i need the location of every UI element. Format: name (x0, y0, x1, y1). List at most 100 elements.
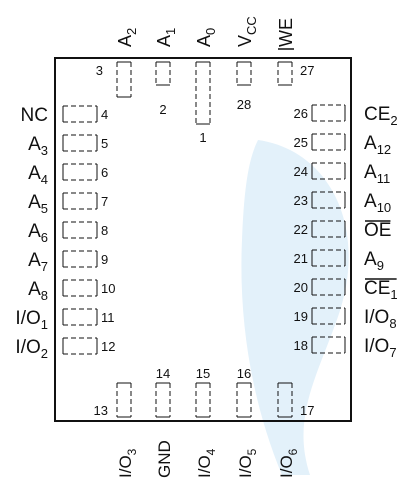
pin-label-base: OE (364, 220, 391, 241)
pin-label-17: I/O6 (277, 448, 300, 478)
pad-pin-19 (311, 307, 346, 325)
pin-label-15: I/O4 (195, 448, 218, 478)
pin-number-10: 10 (101, 281, 115, 296)
pin-label-7: A5 (28, 192, 48, 216)
pad-pin-23 (311, 191, 346, 209)
pad-pin-14 (155, 382, 171, 418)
pad-pin-25 (311, 133, 346, 151)
pin-label-25: A12 (364, 133, 391, 157)
pad-pin-11 (62, 308, 98, 326)
pin-label-18: I/O7 (364, 336, 397, 360)
pin-label-subscript: 6 (286, 448, 300, 455)
pad-pin-2 (155, 61, 171, 86)
pin-label-11: I/O1 (15, 308, 48, 332)
pin-label-subscript: 5 (41, 201, 48, 216)
pin-label-subscript: 7 (41, 259, 48, 274)
pin-label-19: I/O8 (364, 307, 397, 331)
pin-number-5: 5 (101, 136, 108, 151)
pin-label-20: CE1 (364, 278, 398, 302)
pin-label-6: A4 (28, 163, 48, 187)
pin-label-8: A6 (28, 221, 48, 245)
pin-label-26: CE2 (364, 104, 398, 128)
pin-number-14: 14 (156, 366, 170, 381)
pin-label-base: CE (364, 278, 390, 299)
pad-pin-18 (311, 336, 346, 354)
pin-label-base: A (364, 133, 377, 154)
pin-label-subscript: 0 (203, 28, 218, 35)
pin-label-base: NC (21, 105, 48, 126)
pin-label-base: CE (364, 104, 390, 125)
pin-label-base: I/O (15, 337, 40, 358)
pin-label-subscript: 2 (124, 28, 139, 35)
pin-label-1: A0 (194, 28, 218, 47)
pin-label-base: I/O (15, 308, 40, 329)
pin-number-9: 9 (101, 252, 108, 267)
pin-label-9: A7 (28, 250, 48, 274)
pin-label-4: NC (21, 105, 48, 126)
pin-label-subscript: 2 (390, 113, 397, 128)
pin-label-14: GND (155, 440, 174, 478)
pad-pin-7 (62, 192, 98, 210)
pin-label-base: A (364, 162, 377, 183)
pin-label-23: A10 (364, 191, 391, 215)
pad-pin-15 (195, 382, 211, 418)
pin-label-27: WE (276, 18, 296, 47)
pad-pin-5 (62, 134, 98, 152)
pin-label-subscript: 1 (163, 28, 178, 35)
pin-label-base: A (364, 191, 377, 212)
pin-label-base: A (28, 250, 41, 271)
pin-label-base: WE (276, 18, 296, 47)
pin-label-12: I/O2 (15, 337, 48, 361)
pin-label-base: V (235, 35, 255, 47)
pin-number-16: 16 (237, 366, 251, 381)
pin-label-subscript: 11 (377, 171, 391, 186)
pin-number-6: 6 (101, 165, 108, 180)
pin-number-26: 26 (294, 106, 308, 121)
pin-number-11: 11 (101, 310, 115, 325)
pin-label-subscript: 8 (41, 288, 48, 303)
pin-label-base: A (194, 35, 214, 47)
pin-number-20: 20 (294, 280, 308, 295)
pin-number-24: 24 (294, 164, 308, 179)
pin-number-18: 18 (294, 338, 308, 353)
pin-number-4: 4 (101, 107, 108, 122)
pin-label-subscript: 4 (41, 172, 48, 187)
pin-label-base: A (28, 134, 41, 155)
pad-pin-28 (236, 61, 252, 86)
pin-label-subscript: CC (244, 16, 259, 35)
pin-label-2: A1 (154, 28, 178, 47)
pin-number-3: 3 (96, 63, 103, 78)
pin-number-1: 1 (199, 130, 206, 145)
pin-label-base: GND (155, 440, 174, 478)
pad-pin-16 (236, 382, 252, 418)
pin-label-16: I/O5 (236, 448, 259, 478)
pin-number-8: 8 (101, 223, 108, 238)
pin-number-13: 13 (94, 403, 108, 418)
pad-pin-6 (62, 163, 98, 181)
pad-pin-4 (62, 105, 98, 123)
pin-label-base: A (115, 35, 135, 47)
pad-pin-22 (311, 220, 346, 238)
pin-label-13: I/O3 (116, 448, 139, 478)
pin-label-base: A (28, 192, 41, 213)
pin-number-25: 25 (294, 135, 308, 150)
pin-number-7: 7 (101, 194, 108, 209)
pin-number-17: 17 (300, 403, 314, 418)
pin-label-base: I/O (116, 455, 135, 478)
pad-pin-1 (195, 61, 211, 125)
pin-label-base: I/O (236, 455, 255, 478)
pad-pin-3 (116, 61, 132, 98)
pad-pin-24 (311, 162, 346, 180)
pin-number-28: 28 (237, 97, 251, 112)
pin-label-subscript: 12 (377, 142, 391, 157)
pin-label-subscript: 1 (41, 317, 48, 332)
pad-pin-13 (116, 382, 132, 418)
pin-label-3: A2 (115, 28, 139, 47)
pad-pin-10 (62, 279, 98, 297)
pin-label-base: A (364, 249, 377, 270)
pin-number-21: 21 (294, 251, 308, 266)
pin-label-21: A9 (364, 249, 384, 273)
pad-pin-26 (311, 104, 346, 122)
pin-label-subscript: 4 (204, 448, 218, 455)
pin-label-28: VCC (235, 16, 259, 47)
